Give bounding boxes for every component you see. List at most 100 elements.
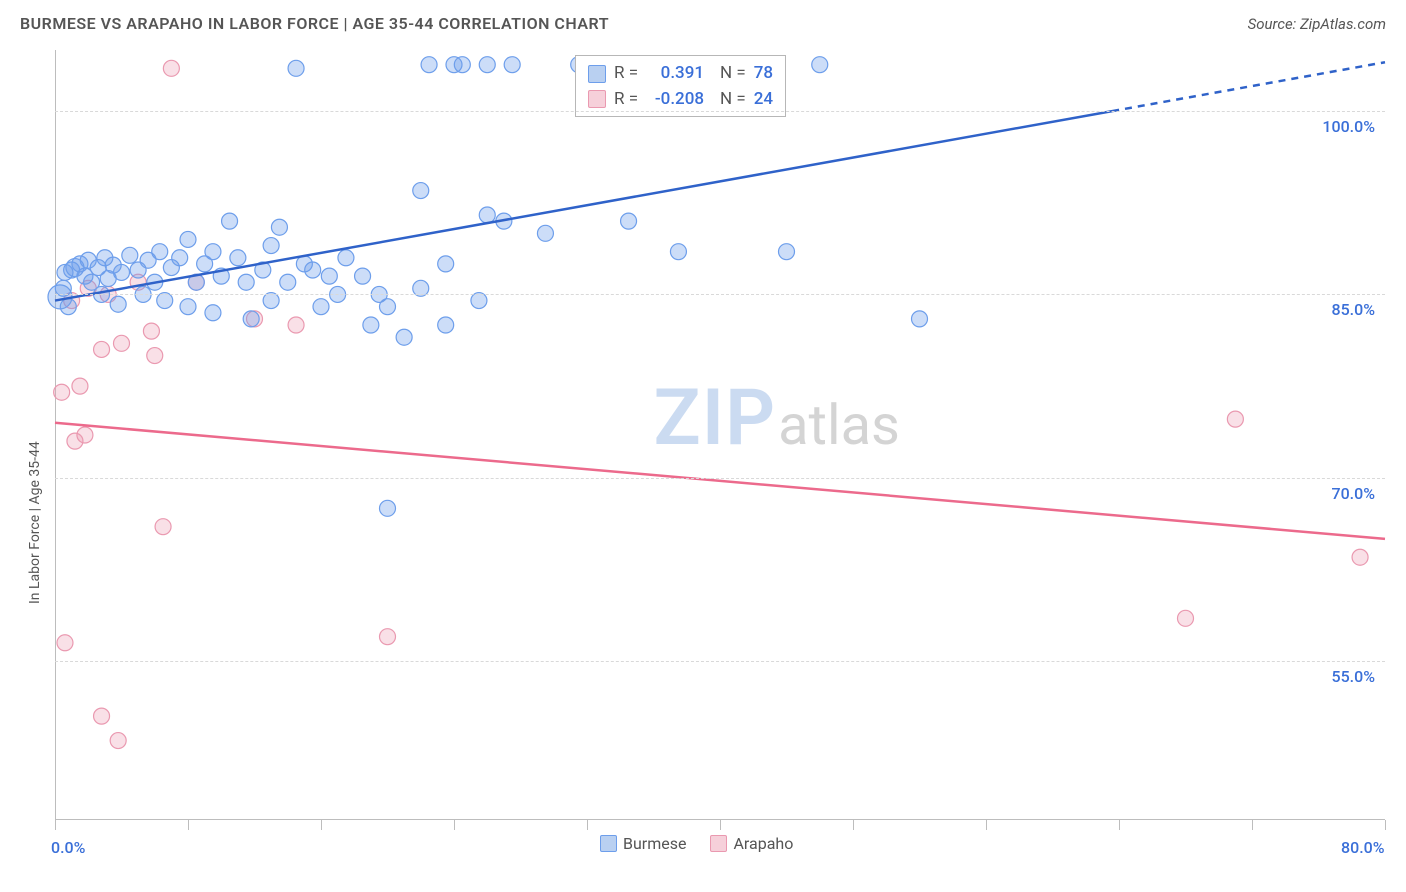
title-bar: BURMESE VS ARAPAHO IN LABOR FORCE | AGE … (20, 14, 1386, 33)
data-point (122, 247, 138, 263)
data-point (172, 250, 188, 266)
n-label: N = (720, 87, 746, 113)
chart-source: Source: ZipAtlas.com (1248, 15, 1386, 33)
gridline (55, 478, 1385, 479)
x-axis-tick (188, 820, 189, 830)
data-point (421, 57, 437, 73)
data-point (779, 244, 795, 260)
x-axis-tick (55, 820, 56, 830)
r-value: -0.208 (646, 87, 704, 113)
x-axis-tick (1385, 820, 1386, 830)
trend-line (55, 111, 1112, 300)
data-point (110, 296, 126, 312)
legend-item: Burmese (600, 834, 686, 853)
data-point (222, 213, 238, 229)
data-point (155, 519, 171, 535)
legend-item: Arapaho (710, 834, 793, 853)
correlation-legend-box: R = 0.391 N = 78R = -0.208 N = 24 (575, 55, 786, 117)
r-value: 0.391 (646, 61, 704, 87)
correlation-row: R = -0.208 N = 24 (588, 87, 773, 113)
gridline (55, 294, 1385, 295)
y-axis-tick-label: 85.0% (1331, 300, 1375, 319)
data-point (147, 348, 163, 364)
data-point (54, 384, 70, 400)
plot-svg (55, 50, 1385, 820)
data-point (321, 268, 337, 284)
data-point (180, 299, 196, 315)
data-point (180, 231, 196, 247)
x-axis-tick (1119, 820, 1120, 830)
r-label: R = (614, 87, 638, 113)
trend-line-extrapolated (1112, 62, 1385, 111)
data-point (537, 225, 553, 241)
data-point (94, 708, 110, 724)
x-axis-tick (1252, 820, 1253, 830)
data-point (72, 378, 88, 394)
data-point (479, 207, 495, 223)
legend-swatch (710, 835, 727, 852)
data-point (454, 57, 470, 73)
data-point (57, 635, 73, 651)
correlation-row: R =0.391N =78 (588, 61, 773, 87)
legend-swatch (600, 835, 617, 852)
data-point (305, 262, 321, 278)
data-point (355, 268, 371, 284)
data-point (205, 305, 221, 321)
data-point (243, 311, 259, 327)
series-swatch (588, 65, 606, 83)
data-point (363, 317, 379, 333)
data-point (479, 57, 495, 73)
data-point (621, 213, 637, 229)
x-axis-min-label: 0.0% (51, 838, 85, 857)
data-point (380, 500, 396, 516)
n-value: 78 (754, 61, 773, 87)
data-point (163, 60, 179, 76)
data-point (280, 274, 296, 290)
data-point (60, 299, 76, 315)
n-value: 24 (754, 87, 773, 113)
data-point (413, 183, 429, 199)
n-label: N = (720, 61, 746, 87)
series-swatch (588, 90, 606, 108)
x-axis-tick (321, 820, 322, 830)
x-axis-max-label: 80.0% (1341, 838, 1385, 857)
data-point (110, 733, 126, 749)
gridline (55, 661, 1385, 662)
data-point (380, 299, 396, 315)
data-point (670, 244, 686, 260)
data-point (1227, 411, 1243, 427)
data-point (438, 256, 454, 272)
plot-area: R =0.391N =78R =-0.208N =24 ZIPatlas 55.… (55, 50, 1385, 820)
data-point (114, 264, 130, 280)
data-point (812, 57, 828, 73)
data-point (396, 329, 412, 345)
data-point (238, 274, 254, 290)
legend-label: Burmese (623, 834, 686, 853)
legend-label: Arapaho (733, 834, 793, 853)
x-axis-tick (986, 820, 987, 830)
x-axis-tick (454, 820, 455, 830)
data-point (230, 250, 246, 266)
y-axis-tick-label: 100.0% (1322, 117, 1375, 136)
data-point (380, 629, 396, 645)
source-label: Source: (1248, 15, 1300, 33)
data-point (271, 219, 287, 235)
data-point (912, 311, 928, 327)
data-point (288, 317, 304, 333)
legend: Burmese Arapaho (600, 834, 793, 853)
data-point (288, 60, 304, 76)
chart-title: BURMESE VS ARAPAHO IN LABOR FORCE | AGE … (20, 14, 609, 33)
data-point (313, 299, 329, 315)
data-point (338, 250, 354, 266)
data-point (67, 433, 83, 449)
data-point (114, 335, 130, 351)
data-point (143, 323, 159, 339)
chart-container: BURMESE VS ARAPAHO IN LABOR FORCE | AGE … (0, 0, 1406, 892)
data-point (1178, 610, 1194, 626)
source-name: ZipAtlas.com (1300, 15, 1386, 33)
data-point (94, 341, 110, 357)
data-point (205, 244, 221, 260)
trend-line (55, 423, 1385, 539)
y-axis-tick-label: 70.0% (1331, 484, 1375, 503)
data-point (504, 57, 520, 73)
